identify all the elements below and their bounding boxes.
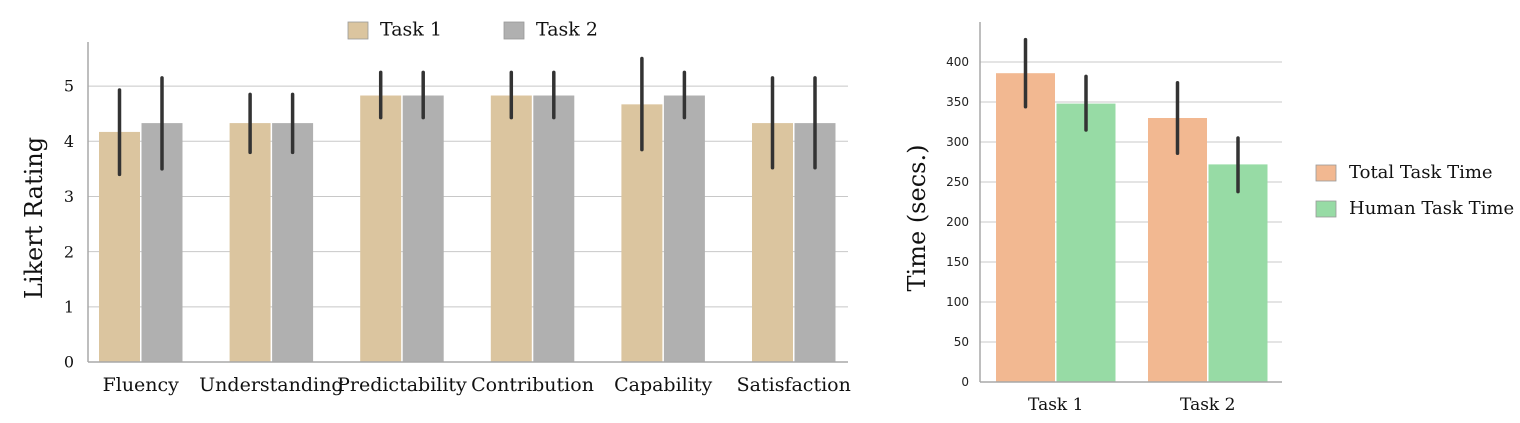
y-tick-label: 1 — [64, 297, 74, 316]
bar-task-1-contribution — [490, 95, 532, 362]
y-tick-label: 5 — [64, 77, 74, 96]
y-tick-label: 2 — [64, 242, 74, 261]
legend-swatch-task-2 — [503, 21, 525, 40]
legend-swatch-task-1 — [347, 21, 369, 40]
bar-task-1-predictability — [360, 95, 402, 362]
x-tick-label: Predictability — [337, 374, 467, 396]
y-tick-label: 0 — [961, 375, 969, 389]
y-tick-label: 4 — [64, 132, 74, 151]
bar-total-task-time-task-2 — [1148, 118, 1207, 382]
y-axis-label: Time (secs.) — [903, 145, 931, 292]
x-tick-label: Understanding — [199, 374, 343, 396]
y-tick-label: 50 — [954, 335, 969, 349]
x-tick-label: Task 2 — [1180, 395, 1235, 415]
bar-task-2-understanding — [272, 123, 314, 362]
bar-human-task-time-task-2 — [1208, 164, 1268, 382]
task-time-chart: 0 50 100 150 200 250 300 350 400 Task 1 Task 2 Ti… — [903, 22, 1514, 415]
legend-swatch-total-task-time — [1315, 164, 1337, 182]
x-tick-label: Task 1 — [1028, 395, 1083, 415]
y-tick-label: 400 — [946, 55, 969, 69]
bar-total-task-time-task-1 — [996, 73, 1055, 382]
y-tick-label: 100 — [946, 295, 969, 309]
bar-task-2-predictability — [402, 95, 444, 362]
y-tick-label: 300 — [946, 135, 969, 149]
x-tick-label: Contribution — [471, 374, 594, 396]
bar-task-1-understanding — [229, 123, 271, 362]
y-tick-label: 200 — [946, 215, 969, 229]
legend-swatch-human-task-time — [1315, 200, 1337, 218]
x-tick-label: Satisfaction — [737, 374, 851, 396]
x-tick-label: Fluency — [103, 374, 180, 396]
bar-human-task-time-task-1 — [1056, 103, 1116, 382]
x-tick-label: Capability — [614, 374, 712, 396]
y-tick-label: 3 — [64, 187, 74, 206]
legend-label-total-task-time: Total Task Time — [1349, 162, 1493, 183]
y-tick-label: 0 — [64, 353, 74, 372]
bar-task-2-capability — [663, 95, 705, 362]
y-tick-label: 150 — [946, 255, 969, 269]
legend-label-task-2: Task 2 — [536, 19, 598, 41]
y-tick-label: 350 — [946, 95, 969, 109]
bar-task-2-contribution — [533, 95, 575, 362]
likert-rating-chart: 0 1 2 3 4 5 Fluency UnderstandingPredictabilit… — [20, 19, 851, 396]
legend-label-task-1: Task 1 — [380, 19, 442, 41]
y-tick-label: 250 — [946, 175, 969, 189]
legend-label-human-task-time: Human Task Time — [1349, 198, 1514, 219]
y-axis-label: Likert Rating — [20, 137, 48, 299]
